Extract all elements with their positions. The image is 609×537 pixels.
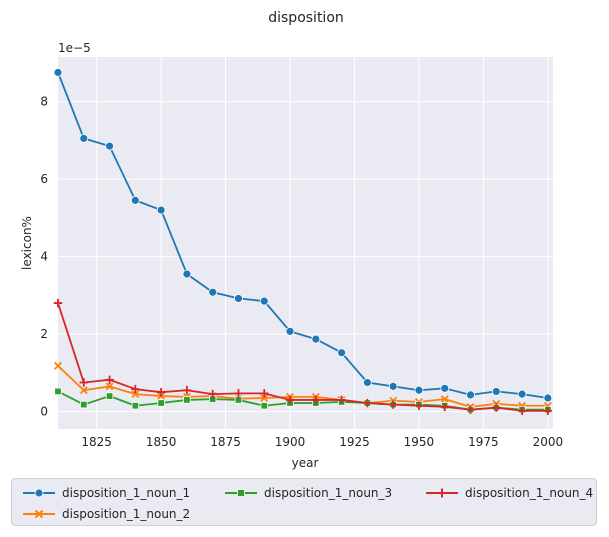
plot-area xyxy=(58,57,553,429)
data-point xyxy=(337,395,346,405)
data-point xyxy=(414,385,424,395)
legend-label: disposition_1_noun_1 xyxy=(62,486,191,500)
legend-item-noun-4: disposition_1_noun_4 xyxy=(425,486,593,500)
y-tick-labels: 0 2 4 6 8 xyxy=(40,95,48,419)
series-1 xyxy=(53,68,553,403)
x-tick-label: 2000 xyxy=(533,435,564,449)
y-tick-label: 8 xyxy=(40,95,48,109)
legend-item-noun-3: disposition_1_noun_3 xyxy=(224,486,392,500)
legend-item-noun-1: disposition_1_noun_1 xyxy=(22,486,190,500)
data-point xyxy=(208,389,217,399)
data-point xyxy=(105,375,114,384)
data-point xyxy=(182,269,192,279)
y-axis-label: lexicon% xyxy=(20,216,34,270)
x-marker-icon xyxy=(23,509,55,519)
y-tick-label: 4 xyxy=(40,250,48,264)
x-tick-label: 1925 xyxy=(339,435,370,449)
legend: disposition_1_noun_1 disposition_1_noun_… xyxy=(11,478,597,526)
data-point xyxy=(156,205,166,215)
data-point xyxy=(131,390,140,399)
legend-label: disposition_1_noun_4 xyxy=(465,486,594,500)
data-point xyxy=(157,399,165,407)
data-point xyxy=(105,392,114,400)
square-marker-icon xyxy=(225,489,257,497)
data-point xyxy=(234,396,243,404)
data-point xyxy=(311,334,321,344)
series-line xyxy=(57,72,548,399)
x-axis-label: year xyxy=(292,456,319,470)
x-tick-labels: 1825 1850 1875 1900 1925 1950 1975 2000 xyxy=(81,435,563,449)
series-layer xyxy=(53,68,553,415)
data-point xyxy=(543,393,553,403)
line-chart: disposition 1825 1850 1875 1900 1925 1950 1975… xyxy=(20,10,563,470)
data-point xyxy=(156,387,166,397)
data-point xyxy=(388,400,398,409)
data-point xyxy=(260,394,269,402)
legend-label: disposition_1_noun_2 xyxy=(62,507,191,521)
data-point xyxy=(80,400,88,409)
data-point xyxy=(388,381,398,391)
x-tick-label: 1975 xyxy=(468,435,499,449)
series-line xyxy=(57,302,548,412)
data-point xyxy=(285,326,295,336)
data-point xyxy=(311,395,321,405)
data-point xyxy=(234,294,243,303)
data-point xyxy=(440,402,449,412)
data-point xyxy=(259,296,269,306)
data-point xyxy=(466,405,475,414)
x-tick-label: 1950 xyxy=(404,435,435,449)
data-point xyxy=(440,383,450,393)
x-tick-label: 1900 xyxy=(275,435,306,449)
y-tick-label: 0 xyxy=(40,405,48,419)
data-point xyxy=(362,378,372,387)
series-line xyxy=(57,365,548,408)
circle-marker-icon xyxy=(23,488,55,498)
data-point xyxy=(517,406,527,415)
series-4 xyxy=(53,298,553,415)
data-point xyxy=(491,387,501,396)
data-point xyxy=(466,390,475,400)
plus-marker-icon xyxy=(426,488,458,498)
chart-title: disposition xyxy=(268,10,344,26)
x-tick-label: 1850 xyxy=(146,435,177,449)
data-point xyxy=(517,389,527,399)
data-point xyxy=(53,298,63,308)
data-point xyxy=(54,361,62,370)
data-point xyxy=(182,386,192,395)
data-point xyxy=(79,378,88,387)
data-point xyxy=(208,287,218,297)
x-tick-label: 1825 xyxy=(81,435,112,449)
data-point xyxy=(54,387,62,396)
x-tick-label: 1875 xyxy=(210,435,241,449)
data-point xyxy=(285,395,295,405)
legend-item-noun-2: disposition_1_noun_2 xyxy=(22,507,190,521)
data-point xyxy=(130,195,140,205)
data-point xyxy=(363,398,372,408)
data-point xyxy=(79,133,89,143)
data-point xyxy=(79,386,88,395)
data-point xyxy=(53,68,63,77)
y-tick-label: 6 xyxy=(40,172,48,186)
data-point xyxy=(337,348,346,358)
data-point xyxy=(543,406,553,415)
data-point xyxy=(492,403,501,412)
data-point xyxy=(440,395,449,404)
data-point xyxy=(105,141,114,151)
data-point xyxy=(105,382,114,391)
data-point xyxy=(414,401,424,410)
data-point xyxy=(234,389,243,398)
y-multiplier-label: 1e−5 xyxy=(58,41,91,55)
data-point xyxy=(131,384,140,394)
data-point xyxy=(260,389,269,398)
y-tick-label: 2 xyxy=(40,327,48,341)
data-point xyxy=(131,402,140,410)
legend-label: disposition_1_noun_3 xyxy=(264,486,393,500)
data-point xyxy=(183,396,191,404)
data-point xyxy=(260,402,268,410)
grid xyxy=(58,57,553,429)
